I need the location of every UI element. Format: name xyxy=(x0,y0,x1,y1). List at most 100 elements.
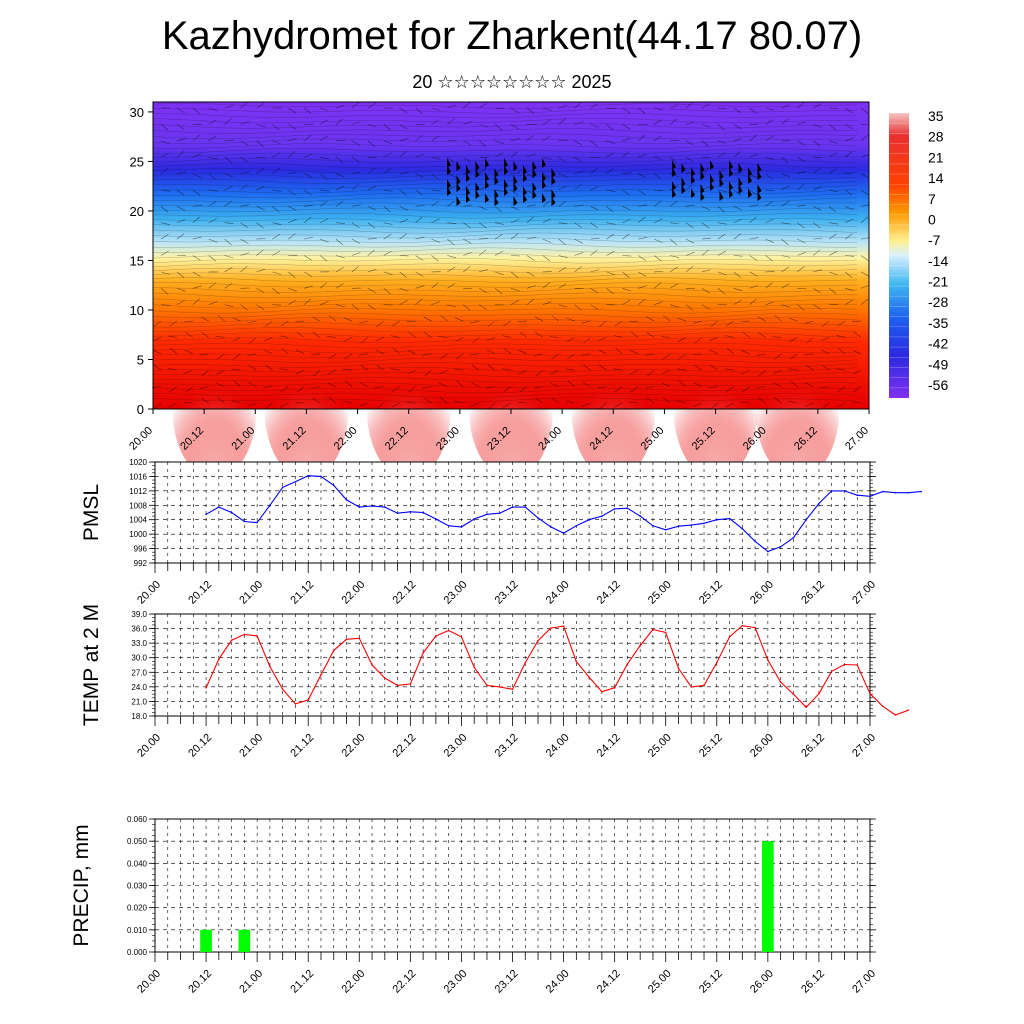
wind-barb xyxy=(192,271,201,277)
wind-barb xyxy=(542,238,552,243)
wind-barb xyxy=(845,172,855,174)
wind-barb xyxy=(558,200,567,207)
wind-barb xyxy=(240,252,250,256)
data-point xyxy=(243,633,246,636)
wind-barb xyxy=(169,386,178,392)
data-point xyxy=(409,683,412,685)
wind-barb xyxy=(304,255,312,261)
wind-barb xyxy=(358,320,368,324)
wind-barb xyxy=(415,189,424,196)
wind-barb xyxy=(797,238,806,244)
wind-barb xyxy=(440,397,448,404)
data-point xyxy=(754,626,756,629)
data-point xyxy=(550,526,552,528)
wind-barb xyxy=(844,124,854,130)
wind-barb xyxy=(383,189,393,192)
wind-barb xyxy=(415,107,423,114)
precip-bar xyxy=(238,929,251,952)
data-point xyxy=(384,677,386,679)
wind-barb xyxy=(176,287,186,292)
wind-barb xyxy=(431,282,439,289)
data-point xyxy=(333,649,335,652)
wind-barb xyxy=(383,288,391,295)
wind-barb xyxy=(343,400,352,404)
wind-barb xyxy=(542,135,551,142)
data-point xyxy=(703,684,705,687)
wind-barb xyxy=(288,300,297,305)
wind-barb xyxy=(685,251,695,256)
wind-barb xyxy=(375,349,384,355)
wind-streamline xyxy=(152,337,857,343)
wind-barb xyxy=(415,204,425,207)
wind-barb xyxy=(517,402,527,404)
wind-barb xyxy=(248,364,257,371)
wind-barb xyxy=(717,250,726,256)
wind-streamline xyxy=(152,332,858,338)
wind-barb xyxy=(558,222,568,225)
wind-barb xyxy=(662,397,671,404)
wind-barb xyxy=(224,185,233,191)
data-point xyxy=(728,517,731,520)
wind-barb xyxy=(280,402,289,408)
y-tick-label: 1020 xyxy=(129,458,147,467)
wind-barb xyxy=(844,299,853,305)
data-point xyxy=(652,628,654,631)
wind-streamline xyxy=(152,167,858,174)
wind-barb xyxy=(788,317,798,322)
wind-barb xyxy=(765,282,773,289)
wind-barb xyxy=(167,335,177,338)
wind-barb xyxy=(192,107,200,114)
colorbar-label: -42 xyxy=(928,336,948,352)
wind-barb xyxy=(558,118,566,125)
y-tick-label: 0.050 xyxy=(127,837,148,846)
jet-flag xyxy=(551,168,556,178)
wind-barb xyxy=(216,369,225,375)
data-point xyxy=(511,506,514,508)
wind-barb xyxy=(733,233,742,240)
wind-barb xyxy=(797,121,807,125)
y-tick-label: 30.0 xyxy=(131,654,147,663)
wind-barb xyxy=(240,238,249,244)
wind-barb xyxy=(765,107,775,111)
wind-barb xyxy=(758,369,766,377)
wind-barb xyxy=(319,238,329,243)
wind-barb xyxy=(742,386,750,393)
wind-barb xyxy=(479,238,489,240)
x-tick-label: 23.12 xyxy=(493,732,521,760)
wind-barb xyxy=(319,119,328,125)
wind-barb xyxy=(201,397,209,404)
wind-barb xyxy=(756,386,766,389)
wind-barb xyxy=(208,301,218,305)
wind-barb xyxy=(263,337,273,342)
wind-barb xyxy=(256,185,265,191)
x-tick-label: 22.00 xyxy=(339,968,367,996)
wind-barb xyxy=(431,301,441,305)
wind-barb xyxy=(320,107,329,111)
wind-barb xyxy=(558,304,568,308)
data-point xyxy=(754,540,756,543)
wind-barb xyxy=(638,285,647,289)
wind-barb xyxy=(192,255,201,261)
wind-barb xyxy=(295,402,305,404)
wind-barb xyxy=(693,382,703,387)
data-point xyxy=(677,525,680,527)
wind-barb xyxy=(685,222,694,229)
wind-barb xyxy=(304,173,313,178)
data-point xyxy=(460,636,463,638)
wind-barb xyxy=(533,353,543,356)
wind-barb xyxy=(463,102,471,109)
wind-streamline xyxy=(152,397,858,403)
data-point xyxy=(805,706,807,709)
wind-barb xyxy=(852,369,862,375)
wind-barb xyxy=(638,107,646,114)
y-tick-label: 5 xyxy=(137,352,144,367)
wind-barb xyxy=(590,222,598,229)
wind-barb xyxy=(638,173,647,179)
wind-barb xyxy=(717,107,727,109)
wind-barb xyxy=(272,250,281,256)
wind-barb xyxy=(184,349,193,355)
wind-barb xyxy=(613,368,623,371)
wind-streamline xyxy=(152,162,858,169)
data-point xyxy=(230,511,233,514)
